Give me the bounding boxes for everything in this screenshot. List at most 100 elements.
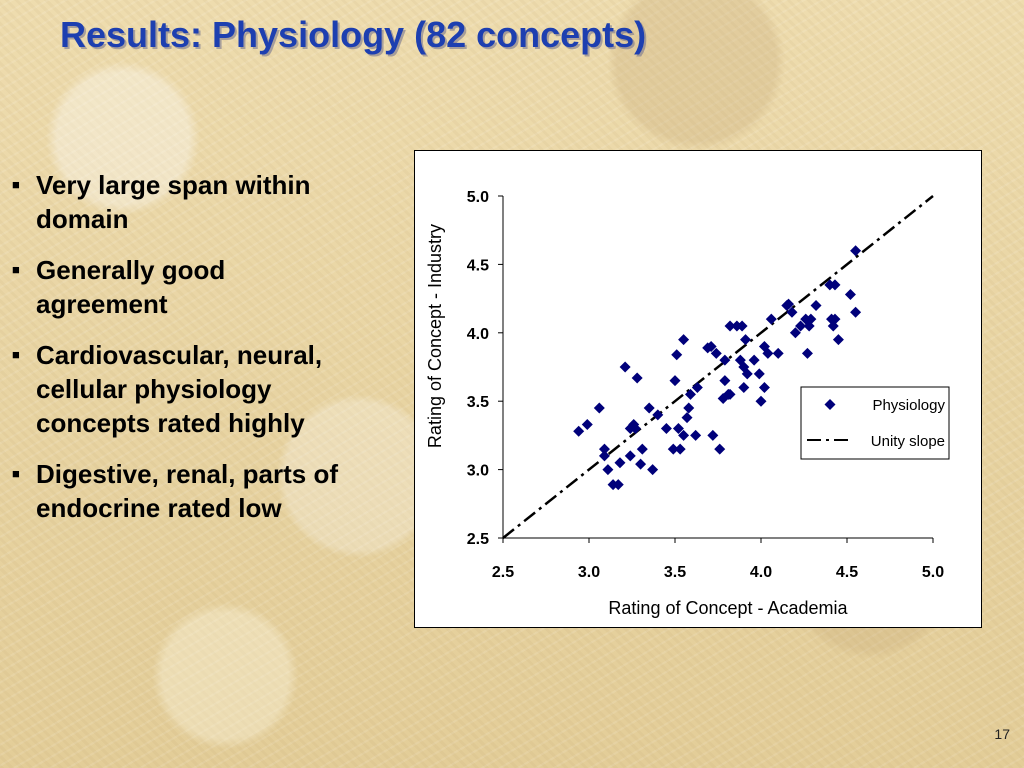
x-tick-label: 4.5 [836,564,858,581]
data-point [678,334,690,346]
data-point [789,327,801,339]
x-tick-label: 4.0 [750,564,772,581]
legend-box [800,386,950,460]
bullet-text: Digestive, renal, parts of endocrine rat… [36,459,338,523]
square-bullet-icon: ■ [12,347,20,362]
unity-slope-line [502,195,934,539]
y-tick-label: 4.5 [467,257,489,274]
data-point [710,347,722,359]
data-point [671,349,683,361]
page-number: 17 [994,726,1010,742]
scatter-chart: 2.5 3.0 3.5 4.0 4.5 5.0 2.5 3.0 3.5 4.0 4.5 5.0 Rati… [414,150,982,628]
data-point [829,279,841,291]
data-point [762,347,774,359]
x-tick-label: 3.5 [664,564,686,581]
data-point [573,425,585,437]
bullet-text: Generally good agreement [36,255,226,319]
data-point [652,409,664,421]
data-point [832,334,844,346]
data-point [667,443,679,455]
legend-label-unity: Unity slope [871,433,945,450]
x-tick-label: 2.5 [492,564,514,581]
data-point [624,450,636,462]
data-point [647,464,659,476]
data-point [783,298,795,310]
data-point [803,320,815,332]
data-point [753,368,765,380]
data-point [765,313,777,325]
data-point [631,372,643,384]
x-axis-title: Rating of Concept - Academia [608,598,848,618]
data-point [678,429,690,441]
data-point [681,412,693,424]
data-point [844,288,856,300]
data-point [772,347,784,359]
data-point [660,423,672,435]
legend-label-physiology: Physiology [872,397,945,414]
data-point [850,306,862,318]
square-bullet-icon: ■ [12,262,20,277]
data-point [719,354,731,366]
slide-title: Results: Physiology (82 concepts) [60,14,647,55]
square-bullet-icon: ■ [12,466,20,481]
data-point [717,392,729,404]
data-point [705,340,717,352]
data-point [643,402,655,414]
data-point [593,402,605,414]
data-point [801,347,813,359]
data-point [691,382,703,394]
data-point [602,464,614,476]
data-point [598,443,610,455]
data-point [672,423,684,435]
data-point [748,354,760,366]
data-point [724,388,736,400]
data-point [707,429,719,441]
data-point [581,418,593,430]
data-point [810,299,822,311]
y-axis-title: Rating of Concept - Industry [425,224,445,448]
data-point [612,479,624,491]
data-point [598,450,610,462]
square-bullet-icon: ■ [12,177,20,192]
data-point [714,443,726,455]
y-tick-label: 2.5 [467,531,489,548]
y-tick-label: 5.0 [467,189,489,206]
data-point [805,313,817,325]
y-tick-label: 3.0 [467,463,489,480]
bullet-list: ■ Very large span within domain ■ Genera… [12,168,357,542]
data-point [719,375,731,387]
x-tick-label: 3.0 [578,564,600,581]
data-point [635,458,647,470]
data-point [740,334,752,346]
legend-diamond-icon [824,399,836,410]
data-point [619,361,631,373]
data-point [636,443,648,455]
bullet-item: ■ Generally good agreement [12,253,357,321]
bullet-item: ■ Cardiovascular, neural, cellular physi… [12,338,357,440]
data-point [614,457,626,469]
y-tick-label: 3.5 [467,394,489,411]
data-point [758,382,770,394]
data-point [795,320,807,332]
bullet-item: ■ Very large span within domain [12,168,357,236]
data-point [683,402,695,414]
data-point [684,388,696,400]
data-point [669,375,681,387]
bullet-item: ■ Digestive, renal, parts of endocrine r… [12,457,357,525]
data-point [629,423,641,435]
data-point [738,382,750,394]
data-point [724,320,736,332]
data-point [736,320,748,332]
data-point [741,368,753,380]
data-point [674,443,686,455]
x-tick-label: 5.0 [922,564,944,581]
data-point [850,245,862,257]
data-point [786,306,798,318]
bullet-text: Very large span within domain [36,170,311,234]
y-tick-label: 4.0 [467,326,489,343]
data-point [829,313,841,325]
data-point [755,395,767,407]
data-point [690,429,702,441]
chart-svg: 2.5 3.0 3.5 4.0 4.5 5.0 2.5 3.0 3.5 4.0 4.5 5.0 Rati… [425,189,950,618]
bullet-text: Cardiovascular, neural, cellular physiol… [36,340,323,438]
